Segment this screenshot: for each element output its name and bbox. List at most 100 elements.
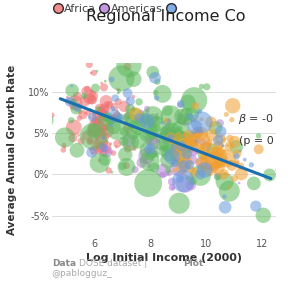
- Point: [185, 136, 190, 141]
- Point: [204, 85, 209, 89]
- Point: [62, 145, 67, 150]
- Point: [130, 117, 135, 122]
- Point: [176, 165, 181, 170]
- Point: [133, 130, 138, 134]
- Point: [180, 149, 185, 154]
- Point: [102, 107, 107, 112]
- Point: [147, 148, 151, 153]
- Point: [77, 116, 82, 120]
- Point: [156, 139, 160, 143]
- Point: [153, 75, 157, 80]
- Point: [164, 128, 168, 133]
- Point: [238, 164, 243, 168]
- Point: [87, 62, 92, 67]
- Point: [169, 131, 173, 135]
- Point: [222, 179, 227, 184]
- Point: [154, 151, 159, 156]
- Point: [253, 204, 258, 209]
- Point: [167, 171, 172, 176]
- Point: [102, 118, 107, 122]
- Point: [92, 148, 96, 152]
- Point: [261, 213, 266, 218]
- Point: [197, 135, 201, 140]
- Point: [126, 113, 130, 118]
- Point: [132, 115, 137, 120]
- Point: [223, 171, 227, 176]
- Point: [207, 159, 211, 164]
- Point: [150, 70, 155, 75]
- Point: [109, 120, 114, 124]
- Point: [154, 122, 159, 126]
- Point: [150, 115, 155, 119]
- Point: [256, 147, 261, 151]
- Point: [180, 131, 185, 136]
- Point: [103, 107, 107, 112]
- Point: [209, 120, 213, 124]
- Point: [173, 154, 178, 158]
- Point: [166, 168, 170, 173]
- Point: [218, 137, 223, 142]
- Point: [87, 139, 92, 144]
- Point: [215, 175, 219, 179]
- Point: [71, 125, 76, 130]
- Point: [195, 149, 199, 154]
- Point: [178, 143, 183, 147]
- Point: [178, 127, 183, 132]
- Point: [88, 107, 93, 112]
- Point: [145, 153, 149, 158]
- Point: [217, 160, 221, 164]
- Point: [179, 158, 184, 162]
- Point: [75, 148, 79, 153]
- Point: [237, 181, 241, 185]
- Point: [127, 62, 131, 67]
- Point: [126, 126, 131, 131]
- Point: [217, 163, 221, 168]
- Point: [154, 90, 158, 95]
- Point: [89, 71, 94, 75]
- Point: [190, 147, 194, 151]
- Point: [215, 162, 220, 166]
- Point: [102, 85, 106, 90]
- Point: [166, 128, 170, 132]
- Point: [145, 107, 149, 111]
- Point: [124, 163, 129, 168]
- Point: [209, 132, 214, 137]
- Point: [83, 99, 87, 104]
- Point: [112, 105, 117, 109]
- Point: [151, 129, 156, 134]
- Point: [167, 131, 171, 135]
- Point: [226, 143, 230, 148]
- Point: [116, 117, 120, 121]
- Point: [109, 77, 114, 82]
- Point: [234, 154, 239, 159]
- Point: [146, 130, 151, 135]
- Point: [177, 133, 181, 138]
- Point: [69, 84, 74, 88]
- Point: [93, 110, 98, 115]
- Point: [160, 120, 165, 125]
- Point: [61, 147, 66, 152]
- Point: [145, 119, 149, 123]
- Point: [181, 179, 185, 183]
- Point: [110, 170, 114, 175]
- Point: [147, 162, 151, 167]
- X-axis label: Log Initial Income (2000): Log Initial Income (2000): [86, 253, 242, 263]
- Point: [189, 183, 193, 187]
- Point: [104, 127, 109, 131]
- Point: [251, 181, 256, 186]
- Point: [108, 119, 113, 124]
- Point: [112, 114, 117, 119]
- Point: [107, 149, 111, 154]
- Point: [103, 134, 108, 139]
- Point: [136, 139, 141, 143]
- Point: [92, 112, 96, 116]
- Point: [224, 112, 229, 117]
- Point: [96, 118, 101, 123]
- Point: [150, 117, 154, 122]
- Point: [196, 132, 200, 137]
- Point: [189, 167, 194, 172]
- Point: [198, 146, 203, 150]
- Point: [169, 114, 173, 118]
- Point: [170, 130, 175, 135]
- Point: [213, 126, 218, 130]
